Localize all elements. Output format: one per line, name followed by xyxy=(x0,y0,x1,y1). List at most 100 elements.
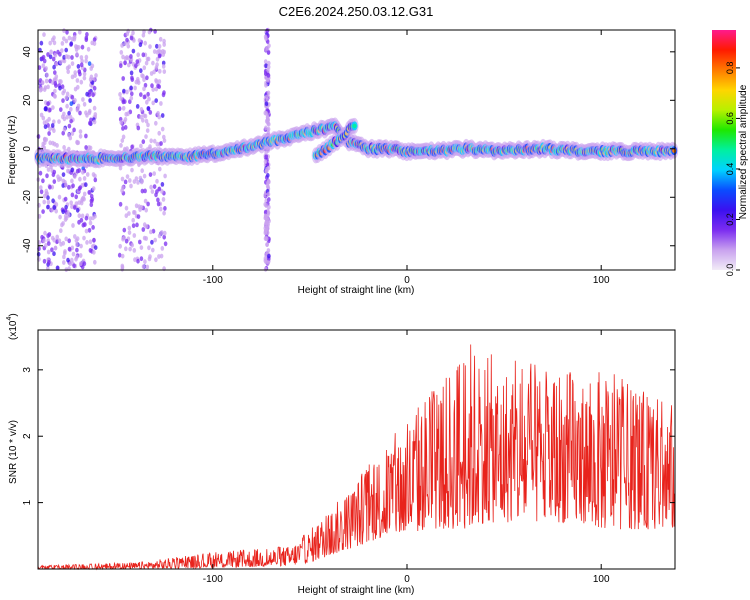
noise-point xyxy=(132,248,137,253)
noise-point xyxy=(82,101,87,107)
noise-point xyxy=(121,99,126,104)
noise-point xyxy=(81,97,85,102)
noise-point xyxy=(52,93,57,99)
noise-point xyxy=(91,225,95,230)
noise-point xyxy=(52,251,56,257)
noise-point xyxy=(64,54,69,59)
noise-point xyxy=(48,126,52,132)
noise-point xyxy=(122,235,126,241)
noise-point xyxy=(144,118,149,124)
noise-point xyxy=(53,88,57,94)
noise-point xyxy=(84,37,89,43)
noise-point xyxy=(139,107,144,112)
noise-point xyxy=(129,54,133,59)
noise-point xyxy=(70,55,74,60)
spectrogram-y-label: Frequency (Hz) xyxy=(7,116,18,185)
noise-point xyxy=(264,82,268,88)
colorbar-scale xyxy=(712,30,736,270)
noise-point xyxy=(147,256,152,262)
noise-point xyxy=(264,168,269,174)
noise-point xyxy=(161,64,166,69)
noise-point xyxy=(42,58,47,64)
noise-point xyxy=(50,247,54,253)
snr-panel: -100 0 100 1 2 3 Height of straight line (km)… xyxy=(6,313,676,596)
noise-point xyxy=(140,168,144,174)
noise-point xyxy=(135,222,139,228)
noise-point xyxy=(46,101,50,106)
noise-point xyxy=(266,90,271,96)
y-tick-label: -20 xyxy=(22,190,33,205)
noise-point xyxy=(43,137,47,143)
noise-point xyxy=(127,230,132,236)
x-tick-label: -100 xyxy=(203,275,223,286)
noise-point xyxy=(138,239,142,245)
noise-point xyxy=(66,213,71,218)
noise-point xyxy=(121,105,126,111)
noise-point xyxy=(163,206,167,211)
noise-point xyxy=(58,214,62,220)
noise-point xyxy=(57,238,62,244)
noise-point xyxy=(130,167,134,173)
noise-point xyxy=(150,83,154,89)
noise-point xyxy=(84,54,89,60)
y-tick-label: 3 xyxy=(22,367,33,373)
noise-point xyxy=(267,253,271,259)
noise-point xyxy=(265,28,270,34)
noise-point xyxy=(65,91,70,97)
noise-point xyxy=(55,234,59,240)
noise-point xyxy=(85,240,89,245)
noise-point xyxy=(78,71,82,77)
noise-point xyxy=(88,220,93,226)
noise-point xyxy=(74,256,78,262)
noise-point xyxy=(265,97,270,102)
noise-point xyxy=(160,246,165,251)
noise-point xyxy=(264,101,269,107)
noise-point xyxy=(143,82,148,88)
noise-point xyxy=(123,117,128,122)
noise-point xyxy=(47,241,51,247)
noise-point xyxy=(130,91,134,97)
noise-point xyxy=(140,73,144,78)
noise-point xyxy=(151,228,156,234)
noise-point xyxy=(162,69,167,74)
noise-point xyxy=(46,249,51,255)
noise-point xyxy=(65,114,69,120)
noise-point xyxy=(75,52,79,57)
noise-point xyxy=(75,247,79,253)
noise-point xyxy=(129,70,134,76)
noise-point xyxy=(91,92,95,98)
noise-point xyxy=(150,189,155,195)
noise-point xyxy=(52,64,56,70)
noise-point xyxy=(117,106,122,112)
noise-point xyxy=(130,242,134,248)
colorbar-tick-label: 0.0 xyxy=(725,264,735,277)
noise-point xyxy=(124,246,128,252)
noise-point xyxy=(53,245,58,251)
noise-point xyxy=(264,47,268,52)
noise-point xyxy=(80,213,85,219)
noise-point xyxy=(138,42,143,48)
noise-point xyxy=(70,204,74,210)
noise-point xyxy=(142,173,147,179)
noise-point xyxy=(89,117,93,123)
noise-point xyxy=(131,217,135,223)
snr-frame xyxy=(37,329,676,570)
noise-point xyxy=(132,210,136,215)
noise-point xyxy=(42,258,47,264)
noise-point xyxy=(67,246,72,252)
noise-point xyxy=(52,179,57,185)
noise-point xyxy=(71,223,75,228)
noise-point xyxy=(78,129,83,135)
noise-point xyxy=(37,214,42,219)
noise-point xyxy=(69,118,73,124)
noise-point xyxy=(141,227,146,232)
noise-point xyxy=(161,92,166,98)
noise-point xyxy=(151,87,155,92)
noise-point xyxy=(62,88,67,94)
noise-point xyxy=(122,88,126,94)
noise-point xyxy=(92,237,96,243)
noise-point xyxy=(119,120,123,125)
noise-point xyxy=(70,61,75,66)
noise-point xyxy=(159,253,164,259)
noise-point xyxy=(51,198,55,204)
